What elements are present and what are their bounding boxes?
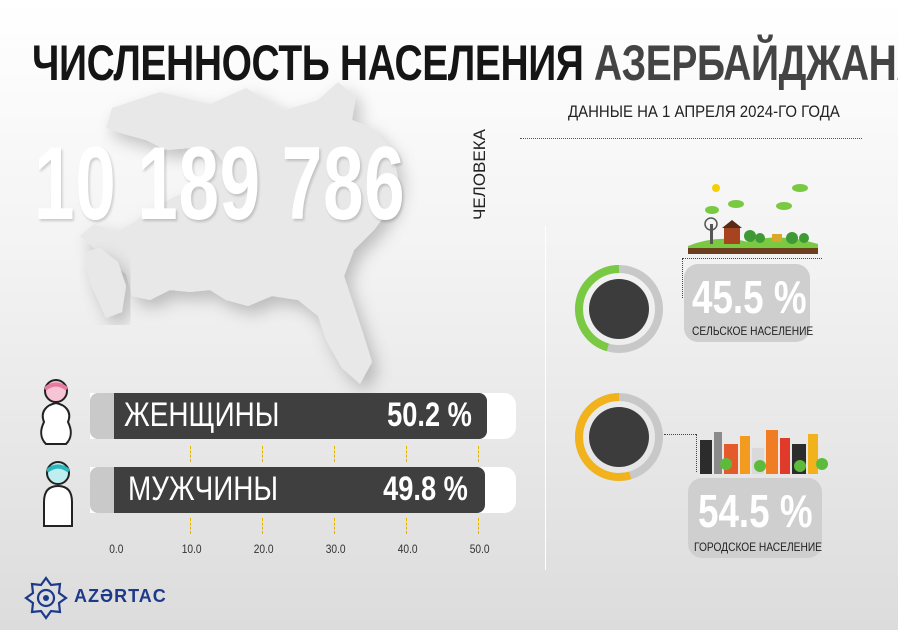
- gridline: [478, 518, 479, 534]
- donut-rural-arc: [575, 265, 620, 352]
- x-tick-label: 50.0: [469, 542, 490, 556]
- title-part-1: ЧИСЛЕННОСТЬ НАСЕЛЕНИЯ: [32, 35, 584, 91]
- x-tick-label: 10.0: [181, 542, 202, 556]
- section-divider: [545, 226, 546, 570]
- title-part-2: АЗЕРБАЙДЖАНА: [593, 35, 898, 91]
- gridline: [478, 446, 479, 462]
- bar-men: [114, 467, 485, 513]
- leader-urban-v: [696, 434, 697, 472]
- woman-icon: [40, 379, 72, 445]
- man-icon: [43, 461, 73, 527]
- leader-rural-v: [682, 258, 683, 298]
- donut-urban: [575, 393, 663, 481]
- brand-name: AZƏRTAC: [74, 586, 167, 606]
- page-subtitle: ДАННЫЕ НА 1 АПРЕЛЯ 2024-ГО ГОДА: [568, 102, 840, 121]
- donut-rural: [575, 265, 663, 353]
- bar-label-women: ЖЕНЩИНЫ: [124, 396, 280, 434]
- x-tick-label: 20.0: [253, 542, 274, 556]
- azertac-logo-icon: [24, 576, 68, 620]
- bar-women: [114, 393, 488, 439]
- gridline: [190, 518, 191, 534]
- gridline: [262, 446, 263, 462]
- gridline: [334, 446, 335, 462]
- leader-urban-h: [664, 434, 696, 435]
- rural-value: 45.5 %: [692, 271, 807, 323]
- urban-value-box: [688, 478, 822, 558]
- rural-landscape-icon: [688, 184, 818, 254]
- donut-urban-arc: [575, 393, 632, 481]
- bar-label-men: МУЖЧИНЫ: [128, 470, 279, 508]
- page-title: ЧИСЛЕННОСТЬ НАСЕЛЕНИЯ АЗЕРБАЙДЖАНА: [32, 38, 898, 88]
- rural-label: СЕЛЬСКОЕ НАСЕЛЕНИЕ: [692, 324, 814, 338]
- population-unit: ЧЕЛОВЕКА: [470, 129, 489, 220]
- gridline: [406, 446, 407, 462]
- gridline: [406, 518, 407, 534]
- subtitle-divider: [520, 138, 862, 139]
- donut-rural-center: [589, 279, 649, 339]
- gridline: [334, 518, 335, 534]
- bar-value-women: 50.2 %: [387, 396, 472, 434]
- urban-value: 54.5 %: [698, 485, 813, 537]
- donut-urban-center: [589, 407, 649, 467]
- bar-stub-men: [90, 467, 114, 513]
- rural-value-box: [684, 264, 810, 342]
- urban-label: ГОРОДСКОЕ НАСЕЛЕНИЕ: [694, 540, 822, 554]
- x-tick-label: 40.0: [397, 542, 418, 556]
- x-tick-label: 0.0: [109, 542, 124, 556]
- bar-value-men: 49.8 %: [383, 470, 468, 508]
- x-tick-label: 30.0: [325, 542, 346, 556]
- leader-rural-h: [682, 258, 822, 259]
- gridline: [262, 518, 263, 534]
- bar-stub-women: [90, 393, 114, 439]
- city-skyline-icon: [700, 430, 828, 474]
- population-total: 10 189 786: [34, 126, 406, 242]
- gridline: [190, 446, 191, 462]
